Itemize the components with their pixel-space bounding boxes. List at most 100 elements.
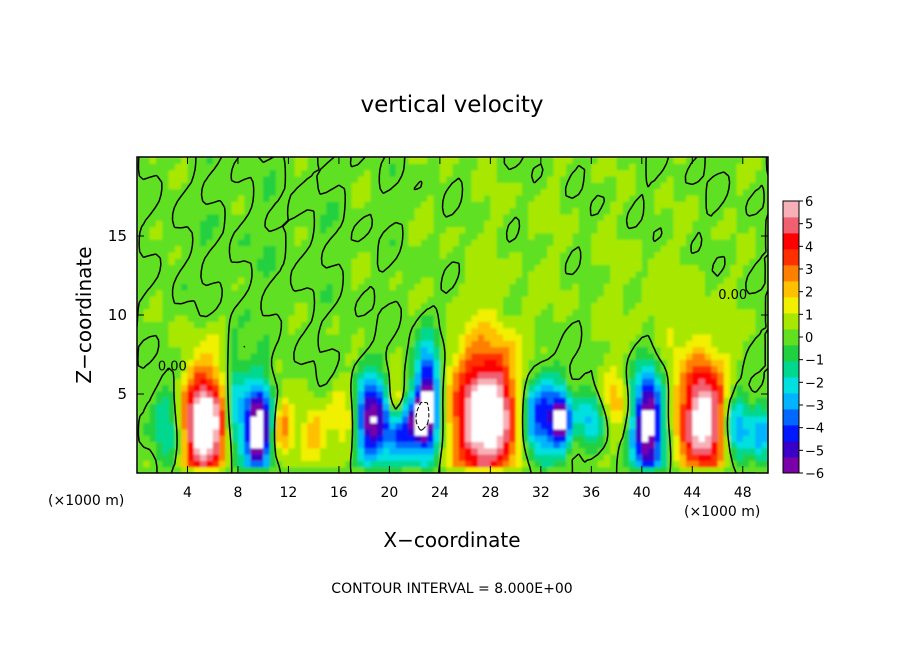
heatmap-cell xyxy=(237,169,245,177)
heatmap-cell xyxy=(212,251,220,259)
heatmap-cell xyxy=(364,447,372,455)
heatmap-cell xyxy=(364,163,372,171)
heatmap-cell xyxy=(521,232,529,240)
heatmap-cell xyxy=(660,409,668,417)
heatmap-cell xyxy=(263,315,271,322)
heatmap-cell xyxy=(465,169,473,177)
heatmap-cell xyxy=(597,416,605,424)
heatmap-cell xyxy=(174,466,182,473)
heatmap-cell xyxy=(244,333,252,341)
heatmap-cell xyxy=(477,302,485,310)
heatmap-cell xyxy=(395,296,403,303)
heatmap-cell xyxy=(547,454,555,461)
heatmap-cell xyxy=(395,157,403,164)
heatmap-cell xyxy=(288,277,296,284)
heatmap-cell xyxy=(477,264,485,272)
heatmap-cell xyxy=(673,390,681,398)
heatmap-cell xyxy=(654,315,662,322)
heatmap-cell xyxy=(629,188,637,196)
heatmap-cell xyxy=(635,466,643,473)
heatmap-cell xyxy=(319,352,327,360)
heatmap-cell xyxy=(717,422,725,430)
heatmap-cell xyxy=(351,169,359,177)
heatmap-cell xyxy=(370,182,378,190)
heatmap-cell xyxy=(635,251,643,259)
heatmap-cell xyxy=(603,365,611,373)
heatmap-cell xyxy=(521,270,529,278)
heatmap-cell xyxy=(288,302,296,310)
heatmap-cell xyxy=(206,213,214,221)
heatmap-cell xyxy=(338,163,346,171)
heatmap-cell xyxy=(219,226,226,234)
heatmap-cell xyxy=(515,270,523,278)
heatmap-cell xyxy=(149,321,157,329)
heatmap-cell xyxy=(490,409,498,417)
heatmap-cell xyxy=(502,333,510,341)
heatmap-cell xyxy=(187,302,195,310)
heatmap-cell xyxy=(578,384,586,392)
heatmap-cell xyxy=(509,188,517,196)
heatmap-cell xyxy=(256,352,264,360)
heatmap-cell xyxy=(174,201,182,209)
heatmap-cell xyxy=(749,175,756,183)
heatmap-cell xyxy=(667,251,674,259)
heatmap-cell xyxy=(528,454,536,461)
heatmap-cell xyxy=(559,352,567,360)
heatmap-cell xyxy=(256,182,264,190)
heatmap-cell xyxy=(717,435,725,442)
heatmap-cell xyxy=(389,239,397,247)
heatmap-cell xyxy=(137,182,144,190)
heatmap-cell xyxy=(559,232,567,240)
heatmap-cell xyxy=(427,397,435,405)
heatmap-cell xyxy=(521,422,529,430)
heatmap-cell xyxy=(477,359,485,367)
heatmap-cell xyxy=(439,359,447,367)
heatmap-cell xyxy=(622,352,630,360)
heatmap-cell xyxy=(540,207,548,215)
heatmap-cell xyxy=(301,428,308,436)
heatmap-cell xyxy=(704,188,712,196)
heatmap-cell xyxy=(761,365,768,373)
heatmap-cell xyxy=(402,403,409,411)
heatmap-cell xyxy=(433,283,441,291)
heatmap-cell xyxy=(547,157,555,164)
heatmap-cell xyxy=(370,403,378,411)
heatmap-cell xyxy=(219,194,226,202)
heatmap-cell xyxy=(534,157,542,164)
heatmap-cell xyxy=(200,163,208,171)
heatmap-cell xyxy=(174,333,182,341)
heatmap-cell xyxy=(553,403,561,411)
heatmap-cell xyxy=(244,175,252,183)
heatmap-cell xyxy=(420,454,428,461)
heatmap-cell xyxy=(282,435,290,442)
heatmap-cell xyxy=(559,321,567,329)
heatmap-cell xyxy=(660,296,668,303)
heatmap-cell xyxy=(629,194,637,202)
heatmap-cell xyxy=(540,239,548,247)
heatmap-cell xyxy=(225,384,233,392)
heatmap-cell xyxy=(389,245,397,253)
heatmap-cell xyxy=(667,397,674,405)
heatmap-cell xyxy=(540,182,548,190)
heatmap-cell xyxy=(591,163,599,171)
heatmap-cell xyxy=(736,422,744,430)
heatmap-cell xyxy=(313,270,321,278)
heatmap-cell xyxy=(755,220,763,228)
heatmap-cell xyxy=(509,340,517,348)
heatmap-cell xyxy=(414,384,422,392)
heatmap-cell xyxy=(654,447,662,455)
heatmap-cell xyxy=(496,251,504,259)
heatmap-cell xyxy=(685,454,693,461)
heatmap-cell xyxy=(698,308,706,316)
heatmap-cell xyxy=(294,220,302,228)
heatmap-cell xyxy=(383,270,390,278)
heatmap-cell xyxy=(755,352,763,360)
heatmap-cell xyxy=(528,163,536,171)
heatmap-cell xyxy=(742,163,750,171)
heatmap-cell xyxy=(452,258,460,266)
heatmap-cell xyxy=(572,226,580,234)
heatmap-cell xyxy=(723,182,731,190)
heatmap-cell xyxy=(730,378,738,386)
heatmap-cell xyxy=(414,403,422,411)
heatmap-cell xyxy=(326,201,334,209)
